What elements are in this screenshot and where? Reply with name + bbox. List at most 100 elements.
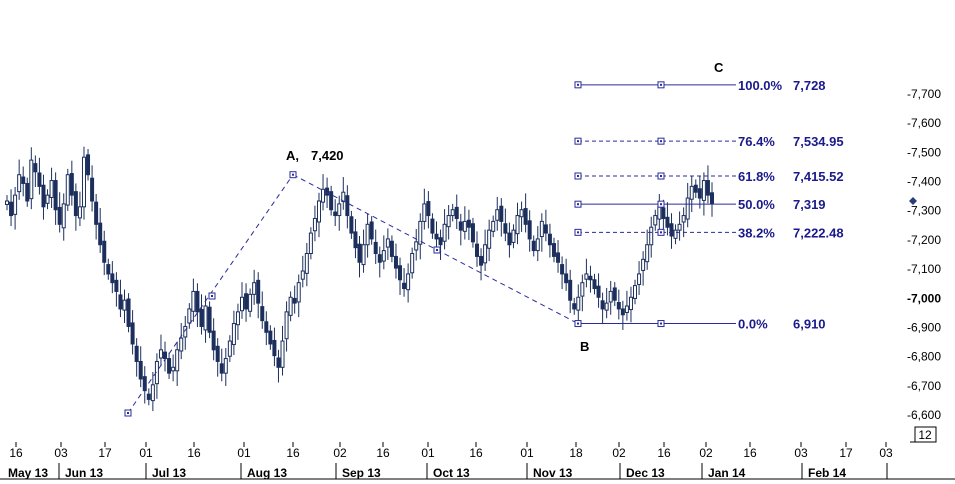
candle bbox=[69, 160, 74, 206]
candle-body bbox=[592, 279, 597, 290]
fib-level-value: 7,728 bbox=[793, 78, 826, 93]
candle bbox=[29, 147, 34, 210]
candle bbox=[373, 229, 378, 265]
x-month-label: Nov 13 bbox=[533, 466, 573, 480]
candle bbox=[483, 229, 488, 272]
candle bbox=[94, 193, 99, 240]
candle bbox=[576, 284, 581, 321]
candle bbox=[98, 207, 103, 253]
candle-body bbox=[122, 299, 127, 311]
candle bbox=[418, 213, 423, 260]
candle-body bbox=[398, 265, 403, 281]
candle bbox=[90, 165, 95, 212]
candle-body bbox=[608, 290, 613, 303]
anchor-handle-a-dot bbox=[292, 173, 294, 176]
candle bbox=[616, 289, 621, 320]
candle bbox=[596, 273, 601, 308]
candle bbox=[260, 291, 265, 329]
candle bbox=[633, 279, 638, 305]
candle bbox=[130, 310, 135, 355]
candle-body bbox=[624, 305, 629, 313]
candle-body bbox=[373, 241, 378, 254]
candle bbox=[288, 291, 293, 322]
x-day-tick: 16 bbox=[743, 446, 757, 460]
candle bbox=[653, 209, 658, 231]
candle-body bbox=[689, 185, 694, 200]
candle bbox=[543, 209, 548, 242]
candle-body bbox=[252, 282, 257, 295]
x-day-tick: 02 bbox=[699, 446, 713, 460]
candle-body bbox=[697, 188, 702, 199]
candle-body bbox=[33, 163, 38, 173]
candle bbox=[345, 185, 350, 229]
candle bbox=[523, 193, 528, 233]
candle-body bbox=[321, 188, 326, 203]
candle-body bbox=[535, 238, 540, 252]
fib-handle-dot bbox=[660, 175, 662, 178]
candle-body bbox=[389, 240, 394, 257]
candle bbox=[458, 213, 463, 246]
candle-body bbox=[430, 218, 435, 234]
candle bbox=[560, 256, 565, 290]
fib-level-value: 7,319 bbox=[793, 197, 826, 212]
candle-body bbox=[219, 363, 224, 374]
candle-body bbox=[280, 340, 285, 368]
candle bbox=[183, 315, 188, 350]
anchor-handle-mid-dot bbox=[211, 295, 213, 297]
candle bbox=[406, 263, 411, 303]
candle bbox=[669, 213, 674, 249]
candle bbox=[434, 221, 439, 250]
candle-body bbox=[248, 293, 253, 312]
y-tick-label: -7,000 bbox=[907, 291, 941, 305]
x-month-label: Sep 13 bbox=[342, 466, 381, 480]
candle bbox=[244, 283, 249, 322]
candle bbox=[337, 195, 342, 231]
candle bbox=[167, 352, 172, 379]
candle-body bbox=[381, 250, 386, 262]
candle-body bbox=[414, 241, 419, 251]
fib-level: 61.8% 7,415.52 bbox=[574, 169, 844, 184]
candle-body bbox=[163, 351, 168, 360]
candle-body bbox=[637, 273, 642, 285]
candle-body bbox=[207, 306, 212, 333]
candle-body bbox=[677, 223, 682, 231]
candle-body bbox=[199, 309, 204, 327]
candle-body bbox=[187, 308, 192, 324]
candle-body bbox=[349, 216, 354, 234]
candle bbox=[572, 297, 577, 315]
candle-body bbox=[588, 275, 593, 281]
candle-body bbox=[361, 244, 366, 266]
candle-body bbox=[134, 345, 139, 362]
candle bbox=[195, 283, 200, 328]
x-month-label: Dec 13 bbox=[626, 466, 665, 480]
candle bbox=[466, 209, 471, 241]
candle-body bbox=[475, 243, 479, 257]
candle-body bbox=[673, 229, 678, 239]
candle bbox=[163, 341, 168, 372]
candle bbox=[316, 192, 321, 238]
candle bbox=[308, 227, 313, 260]
candle bbox=[539, 213, 544, 252]
candle bbox=[584, 258, 589, 288]
candle-body bbox=[191, 290, 196, 312]
abc-trend-lines bbox=[124, 171, 579, 417]
candle bbox=[470, 217, 475, 248]
candle-body bbox=[576, 296, 581, 311]
candle-body bbox=[41, 184, 46, 208]
candle bbox=[86, 149, 91, 181]
candle bbox=[73, 183, 78, 231]
candle-body bbox=[138, 360, 143, 380]
x-day-tick: 16 bbox=[376, 446, 390, 460]
y-tick-label: -7,500 bbox=[907, 145, 941, 159]
candle-body bbox=[312, 217, 317, 232]
candle-body bbox=[418, 220, 423, 245]
candle-body bbox=[511, 229, 516, 243]
candle bbox=[65, 168, 70, 211]
y-tick-label: -7,300 bbox=[907, 204, 941, 218]
candle bbox=[495, 196, 500, 231]
candle bbox=[385, 228, 390, 260]
candle bbox=[402, 268, 407, 297]
candle-body bbox=[422, 203, 427, 222]
candle-body bbox=[86, 154, 91, 176]
